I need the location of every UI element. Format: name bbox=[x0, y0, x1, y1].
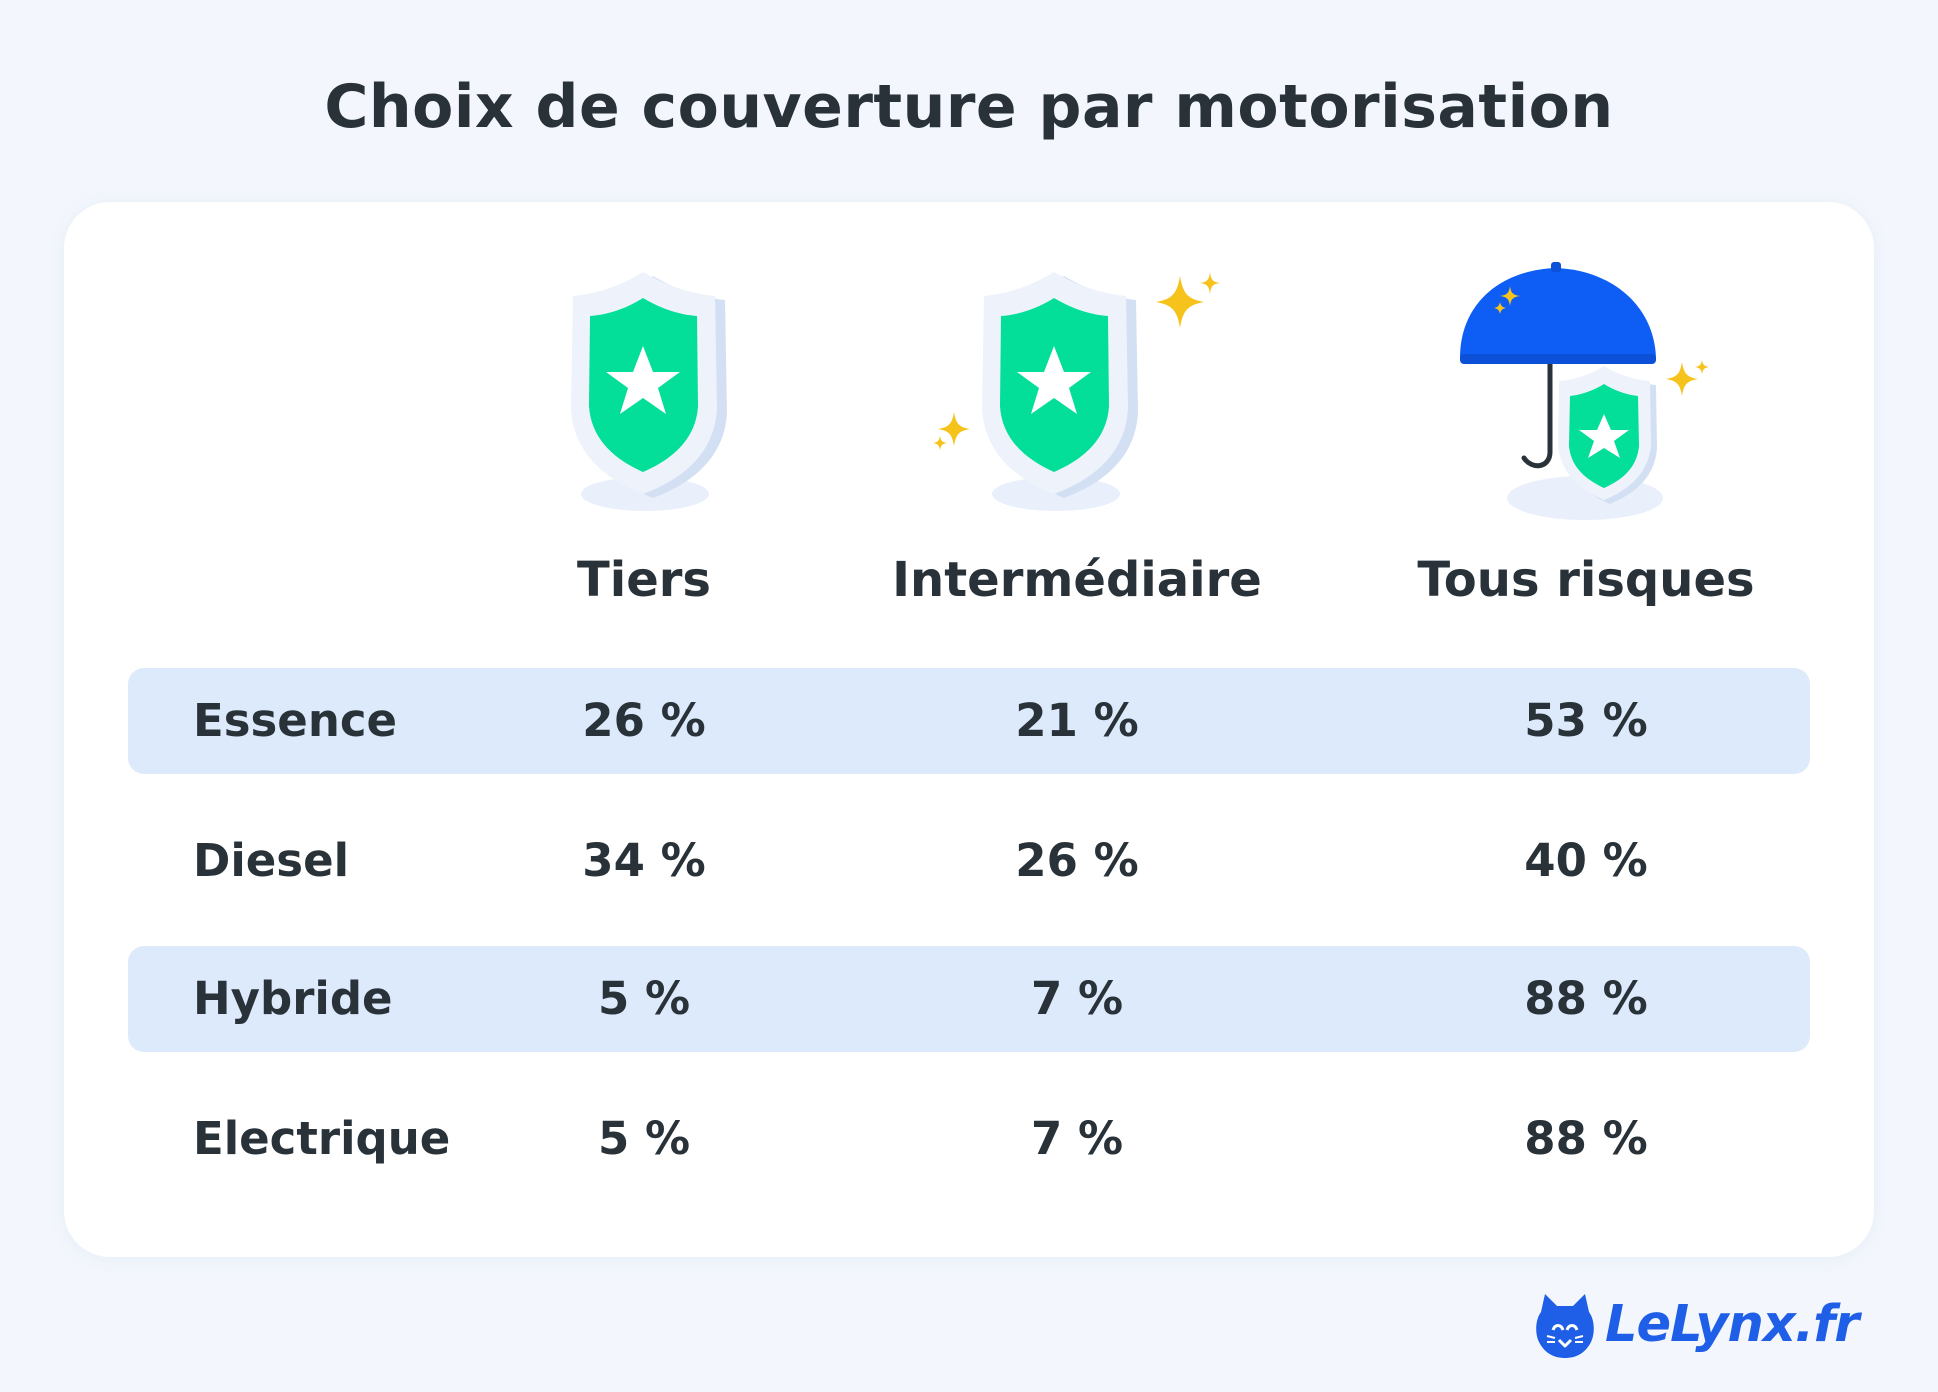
row-label-diesel: Diesel bbox=[193, 834, 350, 887]
table-cell: 5 % bbox=[597, 1112, 691, 1165]
column-header-tiers: Tiers bbox=[577, 552, 711, 608]
row-highlight-band bbox=[128, 668, 1810, 774]
table-cell: 34 % bbox=[582, 834, 706, 887]
column-header-tous-risques: Tous risques bbox=[1417, 552, 1755, 608]
lynx-logo-icon bbox=[1536, 1294, 1594, 1358]
row-label-essence: Essence bbox=[193, 694, 398, 747]
page-title: Choix de couverture par motorisation bbox=[324, 72, 1614, 142]
table-cell: 7 % bbox=[1030, 972, 1124, 1025]
table-cell: 40 % bbox=[1524, 834, 1648, 887]
row-highlight-band bbox=[128, 946, 1810, 1052]
table-cell: 5 % bbox=[597, 972, 691, 1025]
column-header-intermediaire: Intermédiaire bbox=[892, 552, 1262, 608]
brand-logo-text[interactable]: LeLynx.fr bbox=[1605, 1295, 1859, 1354]
table-cell: 26 % bbox=[582, 694, 706, 747]
row-label-hybride: Hybride bbox=[193, 972, 393, 1025]
row-label-electrique: Electrique bbox=[193, 1112, 451, 1165]
table-cell: 7 % bbox=[1030, 1112, 1124, 1165]
shield-star-sparkles-icon bbox=[933, 272, 1220, 511]
table-cell: 53 % bbox=[1524, 694, 1648, 747]
table-cell: 21 % bbox=[1015, 694, 1139, 747]
umbrella-shield-icon bbox=[1460, 262, 1709, 520]
table-cell: 88 % bbox=[1524, 1112, 1648, 1165]
shield-star-icon bbox=[571, 272, 727, 511]
table-cell: 26 % bbox=[1015, 834, 1139, 887]
table-cell: 88 % bbox=[1524, 972, 1648, 1025]
